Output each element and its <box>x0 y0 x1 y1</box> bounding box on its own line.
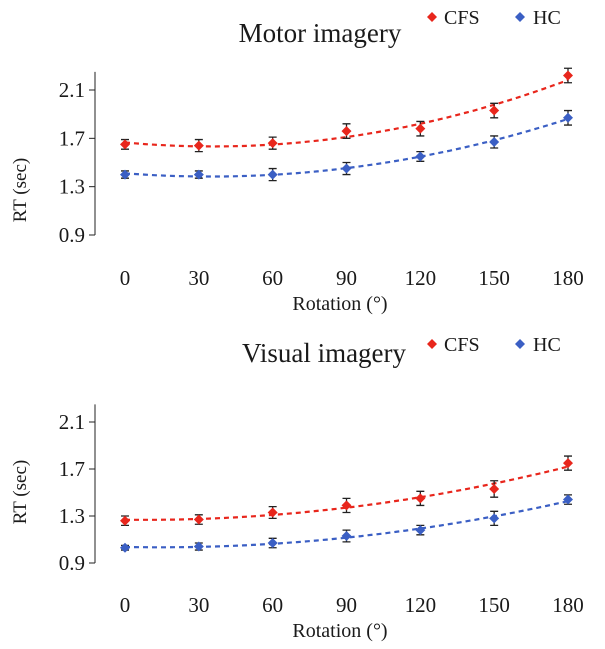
motor-hc-point <box>267 169 278 180</box>
motor-cfs-point <box>193 140 204 151</box>
motor-x-tick-label: 0 <box>120 266 131 290</box>
visual-hc-point <box>193 541 204 552</box>
motor-x-tick-label: 120 <box>405 266 437 290</box>
motor-hc-point <box>563 112 573 123</box>
motor-y-tick-label: 1.7 <box>59 126 85 150</box>
visual-cfs-point <box>120 515 130 526</box>
motor-legend-cfs-label: CFS <box>444 7 480 29</box>
visual-plot-area <box>120 455 573 553</box>
visual-x-tick-label: 180 <box>552 593 584 617</box>
visual-x-tick-label: 120 <box>405 593 437 617</box>
visual-legend-hc-label: HC <box>533 334 561 356</box>
motor-x-axis-label: Rotation (°) <box>292 293 387 315</box>
visual-cfs-point <box>415 493 426 504</box>
motor-chart-title: Motor imagery <box>239 18 402 48</box>
visual-y-tick-label: 1.3 <box>59 504 85 528</box>
visual-cfs-point <box>267 507 278 518</box>
motor-axes: 0.9 1.3 1.7 2.1 0 30 60 90 120 150 180 <box>59 71 584 290</box>
visual-x-tick-label: 60 <box>262 593 283 617</box>
visual-cfs-point <box>489 483 500 494</box>
visual-y-axis-label: RT (sec) <box>10 460 31 524</box>
visual-y-tick-label: 2.1 <box>59 410 85 434</box>
visual-legend-cfs-marker <box>427 339 437 349</box>
motor-cfs-point <box>341 126 352 137</box>
visual-hc-point <box>489 513 500 524</box>
motor-hc-point <box>193 169 204 180</box>
motor-y-tick-label: 2.1 <box>59 78 85 102</box>
visual-imagery-panel: Visual imagery RT (sec) Rotation (°) CFS… <box>10 334 584 642</box>
visual-chart-title: Visual imagery <box>242 338 407 368</box>
visual-hc-point <box>563 494 573 505</box>
visual-axes: 0.9 1.3 1.7 2.1 0 30 60 90 120 150 180 <box>59 404 584 617</box>
motor-cfs-point <box>267 138 278 149</box>
motor-legend-hc-label: HC <box>533 7 561 29</box>
motor-cfs-point <box>489 105 500 116</box>
motor-hc-point <box>341 163 352 174</box>
motor-hc-point <box>415 151 426 162</box>
motor-legend-hc-marker <box>515 12 525 22</box>
visual-cfs-point <box>193 514 204 525</box>
visual-hc-point <box>415 525 426 536</box>
visual-cfs-point <box>341 500 352 511</box>
visual-x-axis-label: Rotation (°) <box>292 620 387 642</box>
visual-x-tick-label: 0 <box>120 593 131 617</box>
motor-y-tick-label: 0.9 <box>59 223 85 247</box>
visual-hc-point <box>267 538 278 549</box>
motor-cfs-point <box>120 139 130 150</box>
motor-legend-cfs-marker <box>427 12 437 22</box>
motor-legend: CFS HC <box>427 7 561 29</box>
motor-x-tick-label: 30 <box>188 266 209 290</box>
visual-x-tick-label: 30 <box>188 593 209 617</box>
visual-cfs-point <box>563 458 573 469</box>
motor-x-tick-label: 150 <box>478 266 510 290</box>
visual-legend-cfs-label: CFS <box>444 334 480 356</box>
visual-x-tick-label: 90 <box>336 593 357 617</box>
motor-hc-point <box>120 169 130 180</box>
motor-x-tick-label: 60 <box>262 266 283 290</box>
visual-y-tick-label: 0.9 <box>59 551 85 575</box>
motor-plot-area <box>120 67 573 182</box>
motor-cfs-point <box>415 123 426 134</box>
visual-legend-hc-marker <box>515 339 525 349</box>
motor-y-axis-label: RT (sec) <box>10 158 31 222</box>
visual-legend: CFS HC <box>427 334 561 356</box>
motor-cfs-point <box>563 70 573 81</box>
visual-hc-point <box>341 530 352 541</box>
visual-y-tick-label: 1.7 <box>59 457 85 481</box>
motor-hc-point <box>489 136 500 147</box>
motor-x-tick-label: 90 <box>336 266 357 290</box>
motor-imagery-panel: Motor imagery RT (sec) Rotation (°) CFS … <box>10 7 584 315</box>
visual-hc-point <box>120 542 130 553</box>
visual-x-tick-label: 150 <box>478 593 510 617</box>
motor-y-tick-label: 1.3 <box>59 175 85 199</box>
motor-x-tick-label: 180 <box>552 266 584 290</box>
